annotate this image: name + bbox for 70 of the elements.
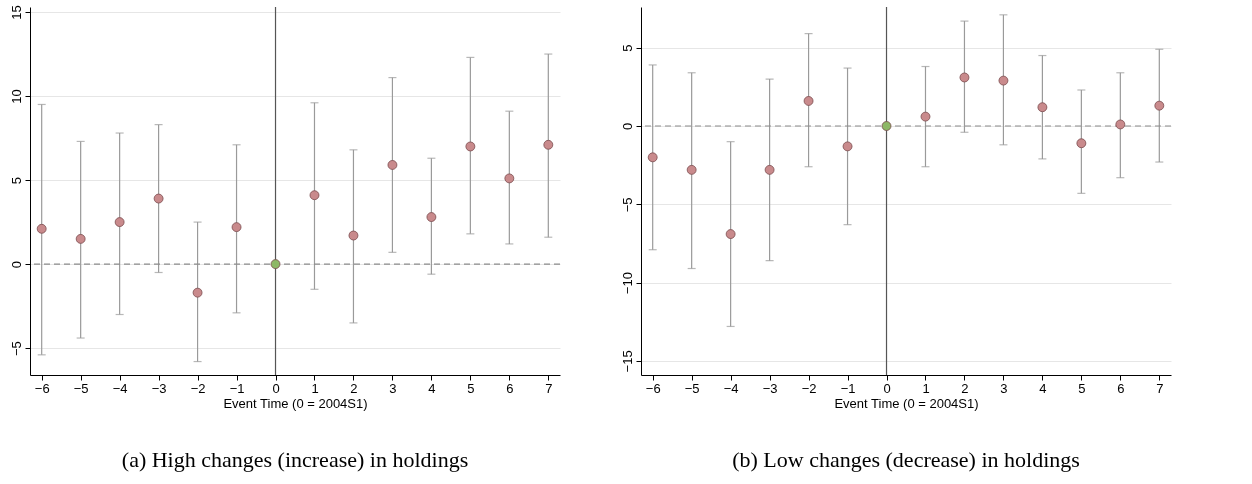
x-tick-label: −3 [151, 380, 167, 396]
point [725, 229, 736, 239]
x-tick-label: −2 [801, 380, 817, 396]
x-tick-label: −6 [34, 380, 50, 396]
point [192, 287, 203, 298]
y-tick-label: 0 [8, 260, 24, 269]
text: (b) Low changes (decrease) in holdings [732, 447, 1080, 472]
x-tick-label: 5 [467, 380, 475, 396]
point [309, 190, 320, 201]
point [1154, 100, 1165, 111]
x-tick-label: 2 [350, 380, 358, 396]
x-tick-label: −2 [190, 380, 206, 396]
y-tick-label: 5 [8, 176, 24, 185]
x-tick-label: −3 [762, 380, 778, 396]
point [803, 96, 814, 106]
point [686, 165, 697, 175]
x-tick-label: 2 [961, 380, 969, 396]
y-tick-label: −15 [619, 350, 635, 373]
point [387, 160, 398, 170]
point [998, 75, 1009, 86]
point [881, 121, 892, 131]
x-tick-label: 5 [1078, 380, 1086, 396]
x-axis-title: Event Time (0 = 2004S1) [834, 395, 979, 411]
point [1037, 102, 1048, 113]
point [764, 165, 775, 175]
point [114, 217, 125, 227]
point [1115, 119, 1126, 130]
point [1076, 138, 1087, 149]
x-tick-label: −1 [840, 380, 856, 396]
point [920, 111, 931, 122]
point [348, 230, 359, 241]
point [842, 141, 853, 152]
point [465, 141, 476, 152]
x-tick-label: −5 [684, 380, 700, 396]
point [426, 212, 437, 222]
point [153, 193, 164, 204]
x-tick-label: 7 [545, 380, 553, 396]
x-tick-label: 3 [389, 380, 397, 396]
y-tick-label: 10 [8, 89, 24, 104]
x-tick-label: 1 [922, 380, 930, 396]
x-axis-title: Event Time (0 = 2004S1) [223, 395, 368, 411]
y-tick-label: −5 [619, 197, 635, 213]
point [959, 72, 970, 83]
y-tick-label: 0 [619, 122, 635, 131]
x-tick-label: −4 [112, 380, 128, 396]
text: (a) High changes (increase) in holdings [121, 447, 469, 472]
point [647, 152, 658, 163]
x-tick-label: −6 [645, 380, 661, 396]
x-tick-label: −1 [229, 380, 245, 396]
x-tick-label: 4 [1039, 380, 1047, 396]
point [75, 234, 86, 244]
x-tick-label: 3 [1000, 380, 1008, 396]
y-tick-label: 5 [619, 44, 635, 52]
x-tick-label: 1 [311, 380, 319, 396]
y-tick-label: −10 [619, 272, 635, 295]
point [543, 139, 554, 150]
point [36, 223, 47, 234]
x-tick-label: 6 [506, 380, 514, 396]
x-tick-label: 6 [1117, 380, 1125, 396]
point [270, 259, 281, 269]
x-tick-label: 7 [1156, 380, 1164, 396]
x-tick-label: 4 [428, 380, 436, 396]
x-tick-label: −5 [73, 380, 89, 396]
x-tick-label: 0 [883, 380, 891, 396]
point [231, 222, 242, 232]
x-tick-label: 0 [272, 380, 280, 396]
y-tick-label: −5 [8, 341, 24, 357]
y-tick-label: 15 [8, 5, 24, 20]
x-tick-label: −4 [723, 380, 739, 396]
point [504, 173, 515, 184]
